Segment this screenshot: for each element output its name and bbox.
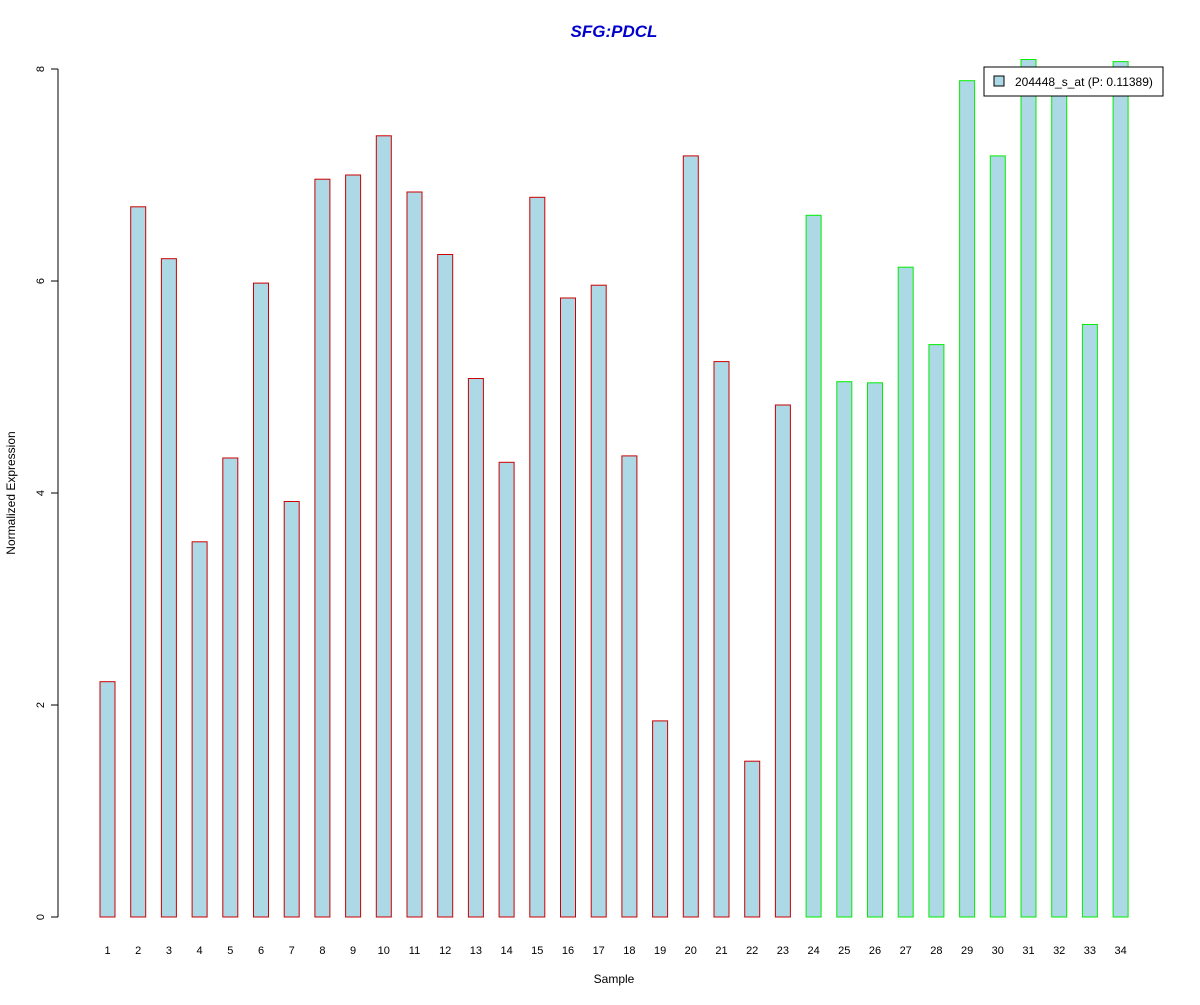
y-axis: 0 2 4 6 8 xyxy=(35,66,59,920)
x-tick-label: 1 xyxy=(104,945,110,957)
legend: 204448_s_at (P: 0.11389) xyxy=(983,66,1164,97)
bar-sample-5 xyxy=(222,457,239,918)
bar-sample-14 xyxy=(498,461,515,918)
bar-sample-11 xyxy=(406,191,423,918)
x-axis-label: Sample xyxy=(594,972,635,986)
x-tick-label: 22 xyxy=(746,945,758,957)
x-tick-label: 7 xyxy=(289,945,295,957)
x-tick-label: 4 xyxy=(197,945,203,957)
x-tick-label: 12 xyxy=(439,945,451,957)
x-tick-label: 30 xyxy=(992,945,1004,957)
x-tick-label: 25 xyxy=(838,945,850,957)
bar-sample-23 xyxy=(774,404,791,918)
x-tick-label: 15 xyxy=(531,945,543,957)
bar-sample-29 xyxy=(959,80,976,918)
bar-sample-31 xyxy=(1020,59,1037,918)
x-tick-label: 3 xyxy=(166,945,172,957)
bar-sample-10 xyxy=(375,135,392,918)
x-tick-label: 21 xyxy=(715,945,727,957)
x-tick-label: 2 xyxy=(135,945,141,957)
bar-sample-28 xyxy=(928,344,945,918)
x-tick-label: 34 xyxy=(1114,945,1126,957)
bar-sample-18 xyxy=(621,455,638,918)
legend-swatch xyxy=(993,75,1005,87)
x-tick-label: 31 xyxy=(1022,945,1034,957)
x-tick-label: 19 xyxy=(654,945,666,957)
y-axis-label: Normalized Expression xyxy=(4,431,18,554)
x-tick-label: 32 xyxy=(1053,945,1065,957)
x-tick-label: 5 xyxy=(227,945,233,957)
legend-box xyxy=(983,66,1164,97)
bar-sample-1 xyxy=(99,681,116,918)
y-tick-label: 0 xyxy=(35,914,47,920)
y-tick-label: 8 xyxy=(35,66,47,72)
bar-sample-27 xyxy=(897,266,914,918)
x-tick-label: 16 xyxy=(562,945,574,957)
x-tick-label: 28 xyxy=(930,945,942,957)
x-tick-label: 27 xyxy=(900,945,912,957)
bar-sample-21 xyxy=(713,361,730,918)
x-tick-label: 6 xyxy=(258,945,264,957)
x-tick-label: 33 xyxy=(1084,945,1096,957)
bars-group xyxy=(99,59,1129,918)
bar-sample-8 xyxy=(314,178,331,918)
x-tick-label: 11 xyxy=(409,945,420,957)
x-tick-label: 26 xyxy=(869,945,881,957)
bar-sample-6 xyxy=(253,282,269,918)
bar-sample-15 xyxy=(529,196,546,918)
bar-sample-16 xyxy=(560,297,576,918)
y-tick-label: 4 xyxy=(35,490,47,496)
bar-sample-17 xyxy=(590,284,607,918)
x-tick-label: 20 xyxy=(685,945,697,957)
chart-title: SFG:PDCL xyxy=(571,22,658,41)
bar-sample-24 xyxy=(805,214,822,918)
bar-sample-25 xyxy=(836,381,853,918)
x-tick-label: 17 xyxy=(593,945,605,957)
bar-sample-34 xyxy=(1112,61,1129,918)
x-tick-label: 8 xyxy=(319,945,325,957)
bar-sample-20 xyxy=(682,155,699,918)
bar-sample-4 xyxy=(191,541,208,918)
bar-sample-3 xyxy=(160,258,177,918)
bar-sample-9 xyxy=(345,174,362,918)
legend-series-label: 204448_s_at (P: 0.11389) xyxy=(1015,75,1153,89)
bar-sample-33 xyxy=(1081,324,1098,918)
bar-sample-19 xyxy=(652,720,669,918)
bar-sample-22 xyxy=(744,760,761,918)
bar-sample-2 xyxy=(130,206,147,918)
x-tick-label: 9 xyxy=(350,945,356,957)
bar-sample-13 xyxy=(467,378,484,918)
x-tick-labels: 1 2 3 4 5 6 7 8 9 10 11 12 13 14 15 16 17 18 19 20 21 22 23 24 2… xyxy=(104,945,1126,957)
x-tick-label: 10 xyxy=(378,945,390,957)
y-tick-label: 6 xyxy=(35,278,47,284)
bar-sample-12 xyxy=(437,254,454,918)
bar-sample-30 xyxy=(989,155,1006,918)
x-tick-label: 23 xyxy=(777,945,789,957)
x-tick-label: 29 xyxy=(961,945,973,957)
bar-sample-32 xyxy=(1051,85,1068,918)
bar-sample-7 xyxy=(283,501,300,918)
x-tick-label: 24 xyxy=(807,945,819,957)
x-tick-label: 14 xyxy=(500,945,512,957)
y-tick-label: 2 xyxy=(35,702,47,708)
bar-sample-26 xyxy=(867,382,883,918)
x-tick-label: 13 xyxy=(470,945,482,957)
x-tick-label: 18 xyxy=(623,945,635,957)
